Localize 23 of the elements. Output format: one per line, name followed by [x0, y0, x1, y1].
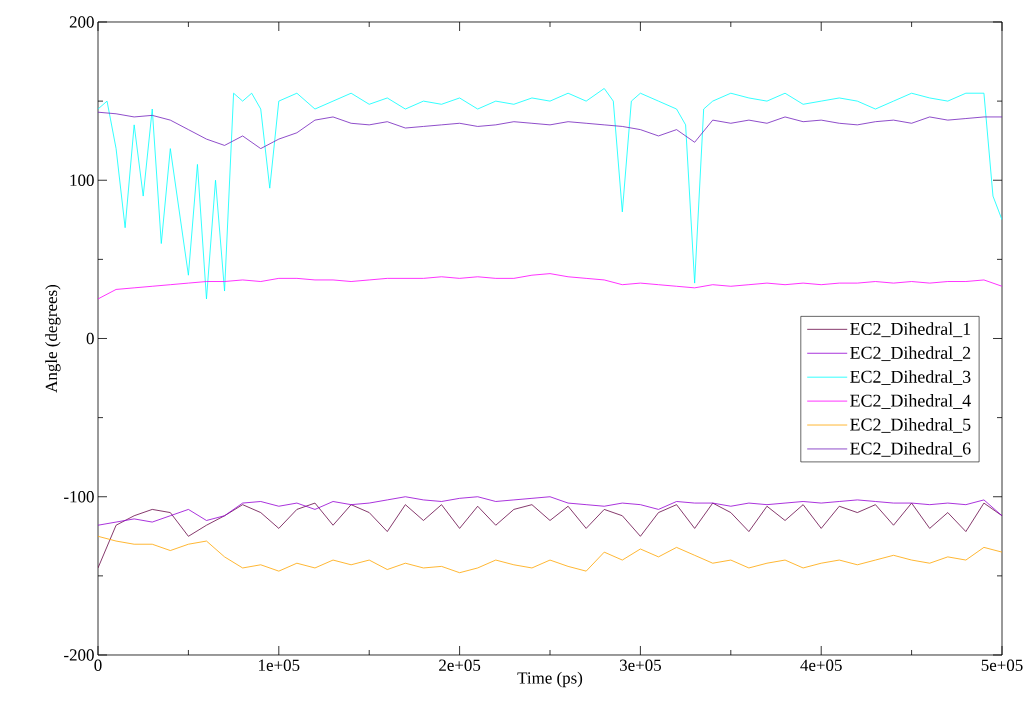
y-tick-label: 0 [86, 332, 94, 345]
y-tick-label: -100 [64, 491, 94, 503]
legend-label: EC2_Dihedral_1 [850, 322, 971, 338]
legend-label: EC2_Dihedral_2 [850, 346, 971, 362]
legend-label: EC2_Dihedral_6 [850, 441, 971, 457]
x-tick-label: 4e+05 [800, 659, 842, 671]
x-tick-label: 3e+05 [619, 659, 661, 671]
y-axis-title: Angle (degrees) [45, 284, 61, 393]
legend-label: EC2_Dihedral_3 [850, 370, 971, 385]
legend-label: EC2_Dihedral_5 [850, 418, 971, 433]
x-axis-title: Time (ps) [517, 671, 583, 688]
y-tick-label: 100 [70, 174, 94, 186]
x-tick-label: 2e+05 [439, 659, 481, 671]
x-tick-label: 0 [94, 659, 102, 671]
x-tick-label: 1e+05 [259, 659, 300, 671]
legend-label: EC2_Dihedral_4 [850, 394, 971, 409]
y-tick-label: -200 [64, 649, 94, 661]
line-series [98, 111, 1003, 149]
y-tick-label: 200 [69, 16, 94, 28]
line-series [98, 535, 1003, 574]
x-tick-label: 5e+05 [981, 659, 1023, 671]
line-series [98, 496, 1003, 526]
line-series [98, 502, 1003, 569]
